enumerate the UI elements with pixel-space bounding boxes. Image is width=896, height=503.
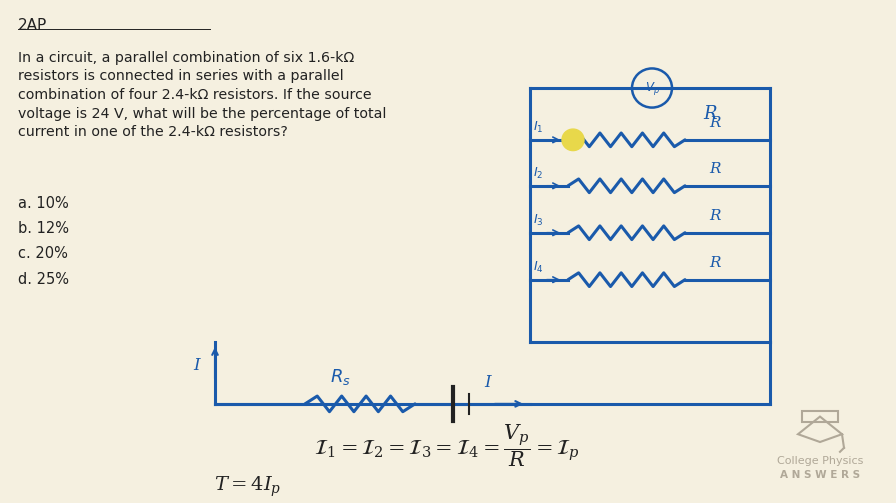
Text: College Physics: College Physics: [777, 456, 863, 466]
Text: b. 12%: b. 12%: [18, 221, 69, 236]
Text: $R_s$: $R_s$: [330, 367, 350, 387]
Text: R: R: [710, 116, 720, 130]
Text: I: I: [194, 357, 201, 374]
Text: 2AP: 2AP: [18, 18, 47, 33]
Text: $I_3$: $I_3$: [533, 212, 543, 227]
Text: resistors is connected in series with a parallel: resistors is connected in series with a …: [18, 69, 344, 83]
Text: a. 10%: a. 10%: [18, 196, 69, 211]
Text: $V_p$: $V_p$: [644, 80, 659, 98]
Text: $T = 4I_p$: $T = 4I_p$: [214, 475, 281, 499]
Text: R: R: [710, 209, 720, 223]
Text: $I_1$: $I_1$: [533, 120, 543, 135]
Text: R: R: [710, 162, 720, 176]
Text: combination of four 2.4-kΩ resistors. If the source: combination of four 2.4-kΩ resistors. If…: [18, 88, 372, 102]
Text: current in one of the 2.4-kΩ resistors?: current in one of the 2.4-kΩ resistors?: [18, 125, 288, 139]
Text: In a circuit, a parallel combination of six 1.6-kΩ: In a circuit, a parallel combination of …: [18, 51, 354, 65]
Text: d. 25%: d. 25%: [18, 272, 69, 287]
Text: A N S W E R S: A N S W E R S: [780, 470, 860, 480]
Text: c. 20%: c. 20%: [18, 246, 68, 262]
Text: $I_2$: $I_2$: [533, 165, 543, 181]
Text: voltage is 24 V, what will be the percentage of total: voltage is 24 V, what will be the percen…: [18, 107, 386, 121]
Text: I: I: [485, 374, 491, 391]
Text: $I_4$: $I_4$: [532, 260, 543, 275]
Text: R: R: [710, 256, 720, 270]
Circle shape: [562, 129, 584, 150]
Text: $\mathcal{I}_1 = \mathcal{I}_2 = \mathcal{I}_3 = \mathcal{I}_4= \dfrac{V_p}{R} =: $\mathcal{I}_1 = \mathcal{I}_2 = \mathca…: [314, 423, 580, 469]
Text: R: R: [703, 105, 717, 123]
